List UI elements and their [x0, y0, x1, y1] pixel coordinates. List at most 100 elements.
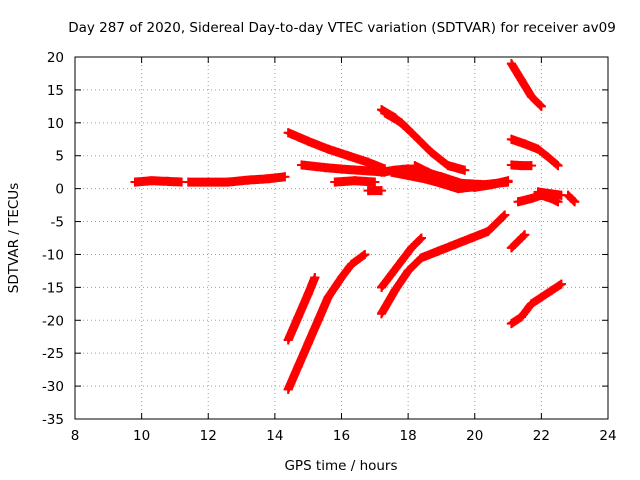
data-point-marker	[466, 233, 476, 243]
data-point-marker	[426, 147, 436, 157]
data-series	[330, 176, 380, 187]
data-point-marker	[376, 309, 386, 319]
data-point-marker	[443, 161, 453, 171]
data-point-marker	[363, 157, 373, 167]
data-point-marker	[410, 131, 420, 141]
data-point-marker	[406, 243, 416, 253]
data-point-marker	[470, 182, 480, 192]
data-point-marker	[410, 161, 420, 171]
grid-layer	[75, 57, 608, 419]
data-point-marker	[323, 144, 333, 154]
y-tick-label: -30	[42, 379, 64, 395]
data-point-marker	[553, 161, 563, 171]
x-tick-label: 10	[133, 428, 150, 444]
data-point-marker	[423, 167, 433, 177]
data-point-marker	[376, 186, 386, 196]
data-point-marker	[516, 312, 526, 322]
data-point-marker	[293, 361, 303, 371]
data-point-marker	[403, 266, 413, 276]
data-point-marker	[546, 286, 556, 296]
x-tick-label: 22	[533, 428, 550, 444]
data-point-marker	[343, 151, 353, 161]
data-point-marker	[533, 144, 543, 154]
data-point-marker	[516, 75, 526, 85]
data-point-marker	[386, 269, 396, 279]
data-point-marker	[130, 177, 140, 187]
data-point-marker	[343, 165, 353, 175]
data-point-marker	[370, 177, 380, 187]
data-point-marker	[147, 176, 157, 186]
data-point-marker	[283, 128, 293, 138]
data-point-marker	[396, 256, 406, 266]
data-point-marker	[346, 259, 356, 269]
data-point-marker	[390, 286, 400, 296]
data-point-marker	[503, 176, 513, 186]
data-point-marker	[526, 161, 536, 171]
tick-layer: 8 10 12 14 16 18 20 22 24 -35 -30 -25 -20 -15 -10 -5 0 5 1…	[42, 50, 617, 444]
data-point-marker	[310, 272, 320, 282]
data-point-marker	[536, 292, 546, 302]
data-point-marker	[360, 249, 370, 259]
data-series	[410, 161, 513, 192]
data-point-marker	[297, 160, 307, 170]
data-point-marker	[283, 335, 293, 345]
data-series	[506, 230, 530, 253]
data-layer	[130, 59, 580, 394]
y-tick-label: -5	[51, 215, 64, 231]
data-series	[563, 190, 580, 207]
data-series	[283, 249, 370, 394]
data-series	[380, 108, 470, 175]
data-point-marker	[453, 180, 463, 190]
data-point-marker	[263, 174, 273, 184]
data-point-marker	[526, 91, 536, 101]
y-axis-label: SDTVAR / TECUs	[6, 183, 22, 293]
data-point-marker	[416, 233, 426, 243]
data-point-marker	[460, 165, 470, 175]
data-point-marker	[303, 289, 313, 299]
data-point-marker	[520, 230, 530, 240]
data-point-marker	[243, 175, 253, 185]
data-point-marker	[313, 315, 323, 325]
chart-title: Day 287 of 2020, Sidereal Day-to-day VTE…	[68, 20, 616, 36]
y-tick-label: 5	[55, 149, 64, 165]
data-series	[506, 160, 536, 171]
data-point-marker	[386, 167, 396, 177]
data-point-marker	[183, 177, 193, 187]
data-point-marker	[223, 177, 233, 187]
x-tick-label: 14	[266, 428, 283, 444]
data-point-marker	[280, 172, 290, 182]
y-tick-label: 10	[47, 116, 64, 132]
y-tick-label: 0	[55, 182, 64, 198]
y-tick-label: -35	[42, 412, 64, 428]
data-series	[376, 233, 426, 292]
data-point-marker	[323, 292, 333, 302]
data-series	[363, 186, 386, 196]
data-point-marker	[283, 384, 293, 394]
data-series	[506, 134, 563, 171]
y-tick-label: -10	[42, 247, 64, 263]
series-track	[506, 279, 566, 329]
x-tick-label: 12	[200, 428, 217, 444]
data-point-marker	[543, 152, 553, 162]
data-point-marker	[546, 189, 556, 199]
data-point-marker	[506, 160, 516, 170]
data-point-marker	[570, 197, 580, 207]
data-point-marker	[203, 177, 213, 187]
data-point-marker	[303, 136, 313, 146]
data-point-marker	[403, 170, 413, 180]
data-point-marker	[513, 236, 523, 246]
x-tick-label: 18	[400, 428, 417, 444]
data-point-marker	[513, 197, 523, 207]
x-axis-label: GPS time / hours	[284, 458, 397, 474]
data-point-marker	[506, 319, 516, 329]
data-point-marker	[516, 161, 526, 171]
data-point-marker	[506, 134, 516, 144]
data-point-marker	[293, 312, 303, 322]
data-point-marker	[303, 338, 313, 348]
data-series	[506, 59, 546, 111]
data-series	[283, 128, 390, 174]
data-point-marker	[526, 194, 536, 204]
data-point-marker	[416, 253, 426, 263]
data-series	[283, 272, 320, 345]
data-point-marker	[486, 180, 496, 190]
